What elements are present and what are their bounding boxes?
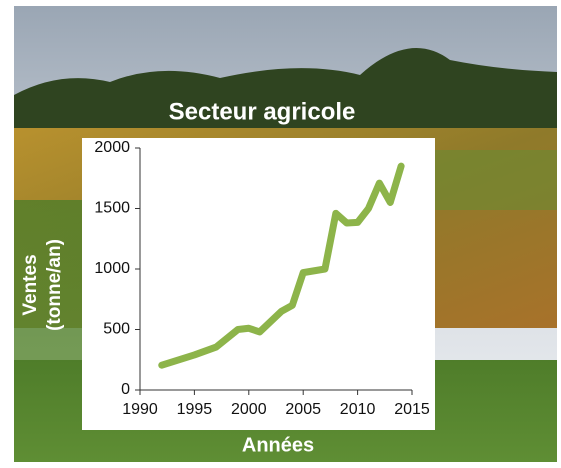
x-tick-label: 1990 <box>122 401 158 418</box>
chart: Secteur agricole Années Ventes (tonne/an… <box>0 0 561 468</box>
page: Secteur agricole Années Ventes (tonne/an… <box>0 0 561 468</box>
y-axis-label: (tonne/an) <box>44 239 65 331</box>
x-tick-label: 2010 <box>340 401 376 418</box>
x-tick-label: 2005 <box>285 401 321 418</box>
y-tick-label: 1500 <box>94 200 130 217</box>
chart-title: Secteur agricole <box>169 98 356 125</box>
y-tick-label: 1000 <box>94 260 130 277</box>
bushes <box>435 150 557 210</box>
y-tick-label: 500 <box>103 321 130 338</box>
y-tick-label: 2000 <box>94 139 130 156</box>
y-axis-label: Ventes <box>20 254 41 315</box>
x-tick-label: 1995 <box>177 401 213 418</box>
x-axis-label: Années <box>242 434 314 456</box>
x-tick-label: 2000 <box>231 401 267 418</box>
x-tick-label: 2015 <box>394 401 430 418</box>
y-tick-label: 0 <box>121 381 130 398</box>
